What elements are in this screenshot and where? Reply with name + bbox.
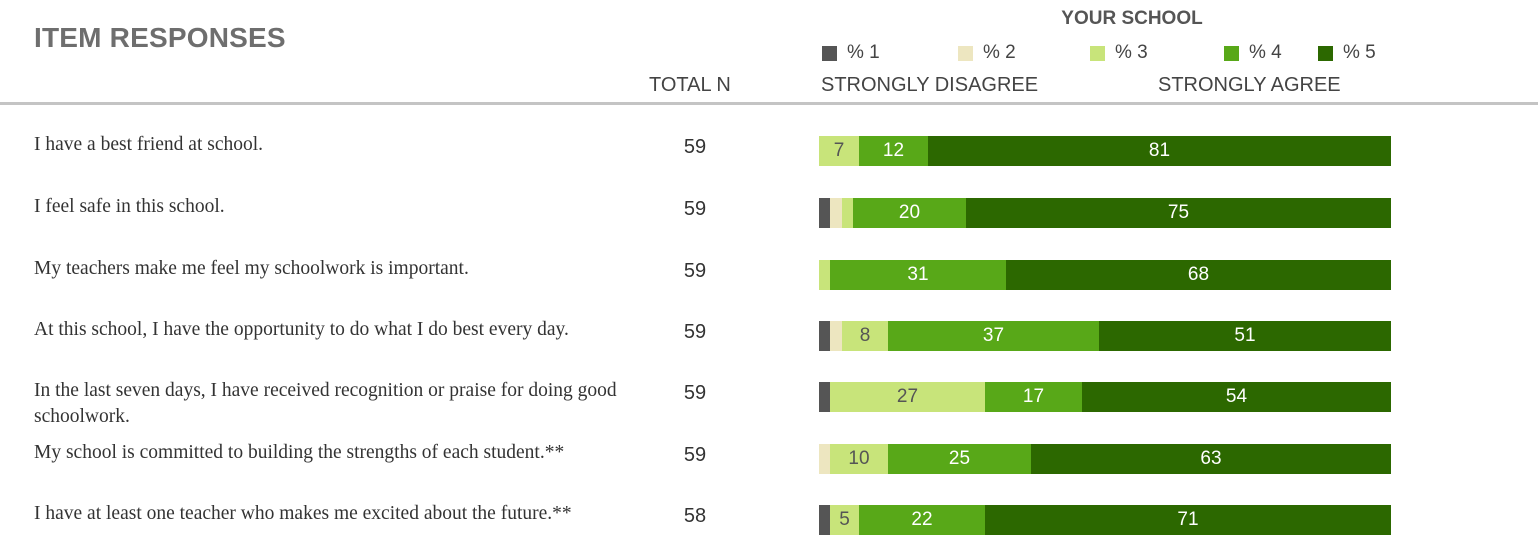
item-total-n: 59 — [655, 136, 735, 159]
item-label: I feel safe in this school. — [34, 194, 634, 220]
legend-swatch-4 — [1224, 46, 1239, 61]
bar-segment-4: 22 — [859, 505, 985, 535]
bar-segment-3: 27 — [830, 382, 985, 412]
bar-segment-4: 17 — [985, 382, 1082, 412]
bar-segment-5: 75 — [966, 198, 1391, 228]
item-total-n: 59 — [655, 321, 735, 344]
scale-high-label: STRONGLY AGREE — [1158, 74, 1341, 97]
bar-segment-5: 68 — [1006, 260, 1391, 290]
stacked-bar: 7 12 81 — [819, 136, 1391, 166]
chart-legend: % 1 % 2 % 3 % 4 % 5 — [822, 40, 1422, 66]
legend-swatch-2 — [958, 46, 973, 61]
bar-segment-5: 71 — [985, 505, 1391, 535]
legend-label-3: % 3 — [1115, 42, 1148, 64]
bar-segment-3 — [819, 260, 830, 290]
bar-segment-2 — [830, 198, 842, 228]
legend-item-5: % 5 — [1318, 40, 1376, 66]
bar-segment-1 — [819, 198, 830, 228]
item-label: My school is committed to building the s… — [34, 440, 634, 466]
item-total-n: 59 — [655, 260, 735, 283]
total-n-heading: TOTAL N — [649, 74, 731, 97]
bar-segment-3: 10 — [830, 444, 888, 474]
legend-swatch-1 — [822, 46, 837, 61]
legend-item-3: % 3 — [1090, 40, 1148, 66]
stacked-bar: 8 37 51 — [819, 321, 1391, 351]
stacked-bar: 27 17 54 — [819, 382, 1391, 412]
bar-segment-4: 20 — [853, 198, 966, 228]
legend-label-2: % 2 — [983, 42, 1016, 64]
bar-segment-5: 54 — [1082, 382, 1391, 412]
legend-label-1: % 1 — [847, 42, 880, 64]
bar-segment-5: 81 — [928, 136, 1391, 166]
school-heading: YOUR SCHOOL — [1032, 8, 1232, 30]
bar-segment-3: 8 — [842, 321, 888, 351]
bar-segment-3: 7 — [819, 136, 859, 166]
bar-segment-5: 63 — [1031, 444, 1391, 474]
scale-low-label: STRONGLY DISAGREE — [821, 74, 1038, 97]
item-total-n: 58 — [655, 505, 735, 528]
item-label: In the last seven days, I have received … — [34, 378, 634, 430]
legend-item-1: % 1 — [822, 40, 880, 66]
item-total-n: 59 — [655, 444, 735, 467]
bar-segment-4: 37 — [888, 321, 1099, 351]
legend-swatch-5 — [1318, 46, 1333, 61]
bar-segment-2 — [830, 321, 842, 351]
legend-item-4: % 4 — [1224, 40, 1282, 66]
page-title: ITEM RESPONSES — [34, 22, 286, 54]
bar-segment-4: 12 — [859, 136, 928, 166]
stacked-bar: 5 22 71 — [819, 505, 1391, 535]
bar-segment-1 — [819, 382, 830, 412]
bar-segment-3 — [842, 198, 853, 228]
item-total-n: 59 — [655, 382, 735, 405]
stacked-bar: 20 75 — [819, 198, 1391, 228]
stacked-bar: 10 25 63 — [819, 444, 1391, 474]
item-label: I have at least one teacher who makes me… — [34, 501, 634, 527]
item-total-n: 59 — [655, 198, 735, 221]
stacked-bar: 31 68 — [819, 260, 1391, 290]
bar-segment-5: 51 — [1099, 321, 1391, 351]
bar-segment-1 — [819, 505, 830, 535]
legend-swatch-3 — [1090, 46, 1105, 61]
bar-segment-3: 5 — [830, 505, 859, 535]
item-label: My teachers make me feel my schoolwork i… — [34, 256, 634, 282]
bar-segment-2 — [819, 444, 830, 474]
bar-segment-4: 31 — [830, 260, 1006, 290]
legend-label-4: % 4 — [1249, 42, 1282, 64]
bar-segment-1 — [819, 321, 830, 351]
item-label: I have a best friend at school. — [34, 132, 634, 158]
legend-label-5: % 5 — [1343, 42, 1376, 64]
legend-item-2: % 2 — [958, 40, 1016, 66]
bar-segment-4: 25 — [888, 444, 1031, 474]
header-divider — [0, 102, 1538, 105]
item-label: At this school, I have the opportunity t… — [34, 317, 634, 343]
